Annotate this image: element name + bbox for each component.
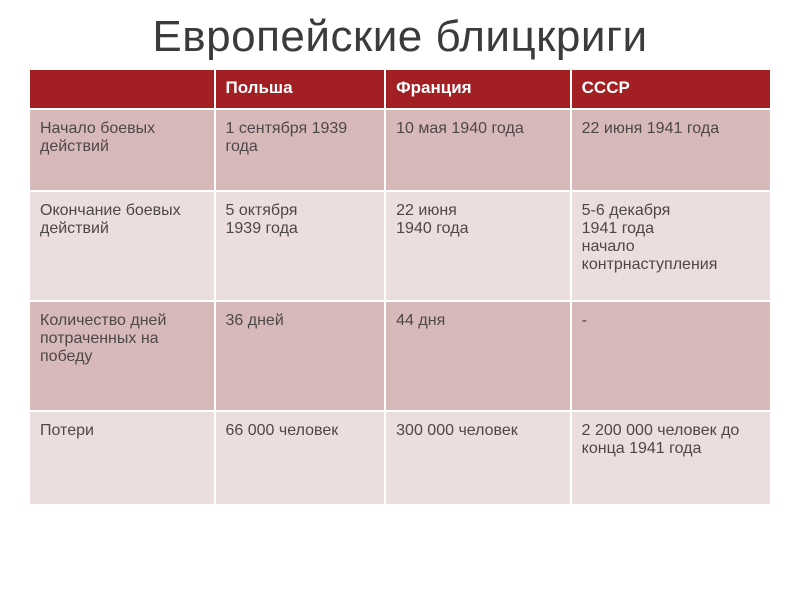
header-poland: Польша	[215, 69, 386, 109]
table-row: Начало боевых действий1 сентября 1939 го…	[29, 109, 771, 191]
header-ussr: СССР	[571, 69, 771, 109]
table-cell: 22 июня 1940 года	[385, 191, 571, 301]
header-france: Франция	[385, 69, 571, 109]
table-cell: 300 000 человек	[385, 411, 571, 505]
slide-title: Европейские блицкриги	[28, 12, 772, 62]
blitzkrieg-table: Польша Франция СССР Начало боевых действ…	[28, 68, 772, 506]
table-cell: Потери	[29, 411, 215, 505]
table-cell: 2 200 000 человек до конца 1941 года	[571, 411, 771, 505]
slide: Европейские блицкриги Польша Франция ССС…	[0, 0, 800, 600]
table-row: Потери66 000 человек300 000 человек2 200…	[29, 411, 771, 505]
table-cell: 36 дней	[215, 301, 386, 411]
header-blank	[29, 69, 215, 109]
table-cell: 10 мая 1940 года	[385, 109, 571, 191]
table-cell: 5-6 декабря1941 годаначало контрнаступле…	[571, 191, 771, 301]
table-body: Начало боевых действий1 сентября 1939 го…	[29, 109, 771, 505]
table-cell: Окончание боевых действий	[29, 191, 215, 301]
table-cell: 1 сентября 1939 года	[215, 109, 386, 191]
table-cell: 66 000 человек	[215, 411, 386, 505]
table-cell: Начало боевых действий	[29, 109, 215, 191]
table-cell: 22 июня 1941 года	[571, 109, 771, 191]
table-cell: 5 октября1939 года	[215, 191, 386, 301]
table-row: Окончание боевых действий5 октября1939 г…	[29, 191, 771, 301]
table-cell: -	[571, 301, 771, 411]
table-cell: 44 дня	[385, 301, 571, 411]
table-cell: Количество дней потраченных на победу	[29, 301, 215, 411]
table-header-row: Польша Франция СССР	[29, 69, 771, 109]
table-row: Количество дней потраченных на победу36 …	[29, 301, 771, 411]
